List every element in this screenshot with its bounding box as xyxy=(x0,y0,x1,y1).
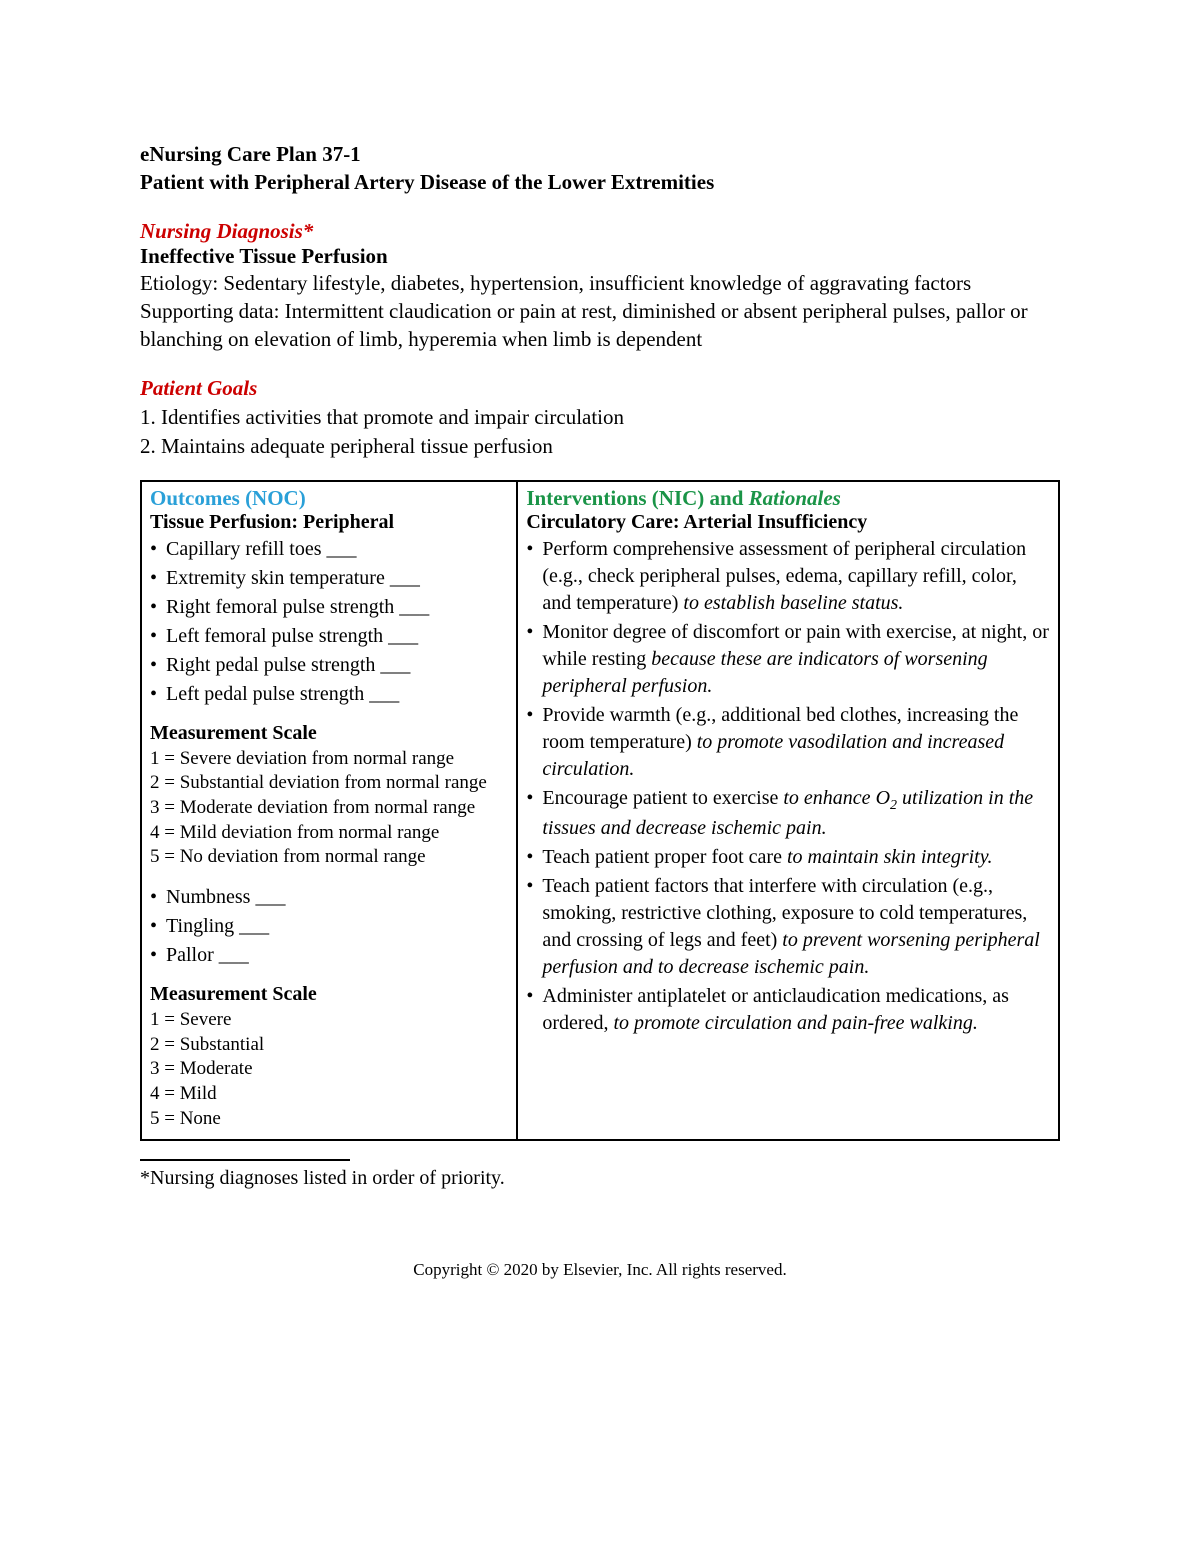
intervention-item: Administer antiplatelet or anticlaudicat… xyxy=(526,983,1050,1037)
scale-row: 5 = No deviation from normal range xyxy=(150,845,508,870)
indicator-item: Right femoral pulse strength ___ xyxy=(150,594,508,621)
nic-prefix: Interventions (NIC) and xyxy=(526,486,748,510)
intervention-item: Perform comprehensive assessment of peri… xyxy=(526,536,1050,617)
subscript: 2 xyxy=(890,798,897,813)
outcomes-cell: Outcomes (NOC) Tissue Perfusion: Periphe… xyxy=(141,481,517,1141)
indicators-list-1: Capillary refill toes ___Extremity skin … xyxy=(150,536,508,708)
diagnosis-name: Ineffective Tissue Perfusion xyxy=(140,244,1060,269)
indicator-item: Left femoral pulse strength ___ xyxy=(150,623,508,650)
rationale-text: to promote circulation and pain-free wal… xyxy=(613,1012,977,1034)
intervention-item: Teach patient proper foot care to mainta… xyxy=(526,844,1050,871)
indicator-item: Tingling ___ xyxy=(150,913,508,940)
nursing-diagnosis-heading: Nursing Diagnosis* xyxy=(140,219,1060,244)
scale-row: 1 = Severe xyxy=(150,1008,508,1033)
indicators-list-2: Numbness ___Tingling ___Pallor ___ xyxy=(150,884,508,969)
intervention-text: Teach patient proper foot care xyxy=(542,846,787,868)
etiology-text: Sedentary lifestyle, diabetes, hypertens… xyxy=(223,271,971,295)
rationale-text: to maintain skin integrity. xyxy=(787,846,993,868)
intervention-item: Encourage patient to exercise to enhance… xyxy=(526,785,1050,843)
footnote: *Nursing diagnoses listed in order of pr… xyxy=(140,1167,1060,1190)
measurement-scale-1: 1 = Severe deviation from normal range2 … xyxy=(150,747,508,870)
nic-rationales: Rationales xyxy=(749,486,841,510)
patient-goals-heading: Patient Goals xyxy=(140,376,1060,401)
interventions-list: Perform comprehensive assessment of peri… xyxy=(526,536,1050,1038)
indicator-item: Pallor ___ xyxy=(150,942,508,969)
indicator-item: Numbness ___ xyxy=(150,884,508,911)
scale-row: 3 = Moderate xyxy=(150,1057,508,1082)
measurement-scale-2: 1 = Severe2 = Substantial3 = Moderate4 =… xyxy=(150,1008,508,1131)
indicator-item: Extremity skin temperature ___ xyxy=(150,565,508,592)
indicator-item: Left pedal pulse strength ___ xyxy=(150,681,508,708)
etiology-line: Etiology: Sedentary lifestyle, diabetes,… xyxy=(140,269,1060,297)
scale-row: 4 = Mild deviation from normal range xyxy=(150,821,508,846)
intervention-text: Encourage patient to exercise xyxy=(542,787,783,809)
scale-row: 1 = Severe deviation from normal range xyxy=(150,747,508,772)
scale-row: 4 = Mild xyxy=(150,1082,508,1107)
goals-list: 1. Identifies activities that promote an… xyxy=(140,403,1060,462)
scale-row: 5 = None xyxy=(150,1107,508,1132)
indicator-item: Right pedal pulse strength ___ xyxy=(150,652,508,679)
interventions-title: Circulatory Care: Arterial Insufficiency xyxy=(526,511,1050,534)
outcomes-title: Tissue Perfusion: Peripheral xyxy=(150,511,508,534)
goal-item: 2. Maintains adequate peripheral tissue … xyxy=(140,432,1060,461)
scale-row: 2 = Substantial xyxy=(150,1033,508,1058)
etiology-label: Etiology: xyxy=(140,271,218,295)
care-plan-table: Outcomes (NOC) Tissue Perfusion: Periphe… xyxy=(140,480,1060,1142)
indicator-item: Capillary refill toes ___ xyxy=(150,536,508,563)
intervention-item: Monitor degree of discomfort or pain wit… xyxy=(526,619,1050,700)
footnote-rule xyxy=(140,1159,350,1161)
scale-row: 3 = Moderate deviation from normal range xyxy=(150,796,508,821)
supporting-label: Supporting data: xyxy=(140,299,279,323)
measurement-scale-1-heading: Measurement Scale xyxy=(150,722,508,745)
page: eNursing Care Plan 37-1 Patient with Per… xyxy=(0,0,1200,1553)
intervention-item: Teach patient factors that interfere wit… xyxy=(526,873,1050,981)
measurement-scale-2-heading: Measurement Scale xyxy=(150,983,508,1006)
goal-item: 1. Identifies activities that promote an… xyxy=(140,403,1060,432)
scale-row: 2 = Substantial deviation from normal ra… xyxy=(150,771,508,796)
copyright: Copyright © 2020 by Elsevier, Inc. All r… xyxy=(140,1260,1060,1280)
rationale-text: to enhance O xyxy=(783,787,890,809)
plan-title: Patient with Peripheral Artery Disease o… xyxy=(140,168,1060,196)
rationale-text: to establish baseline status. xyxy=(683,592,903,614)
supporting-line: Supporting data: Intermittent claudicati… xyxy=(140,297,1060,354)
plan-number: eNursing Care Plan 37-1 xyxy=(140,140,1060,168)
interventions-nic-header: Interventions (NIC) and Rationales xyxy=(526,486,1050,511)
outcomes-noc-header: Outcomes (NOC) xyxy=(150,486,508,511)
interventions-cell: Interventions (NIC) and Rationales Circu… xyxy=(517,481,1059,1141)
intervention-item: Provide warmth (e.g., additional bed clo… xyxy=(526,702,1050,783)
